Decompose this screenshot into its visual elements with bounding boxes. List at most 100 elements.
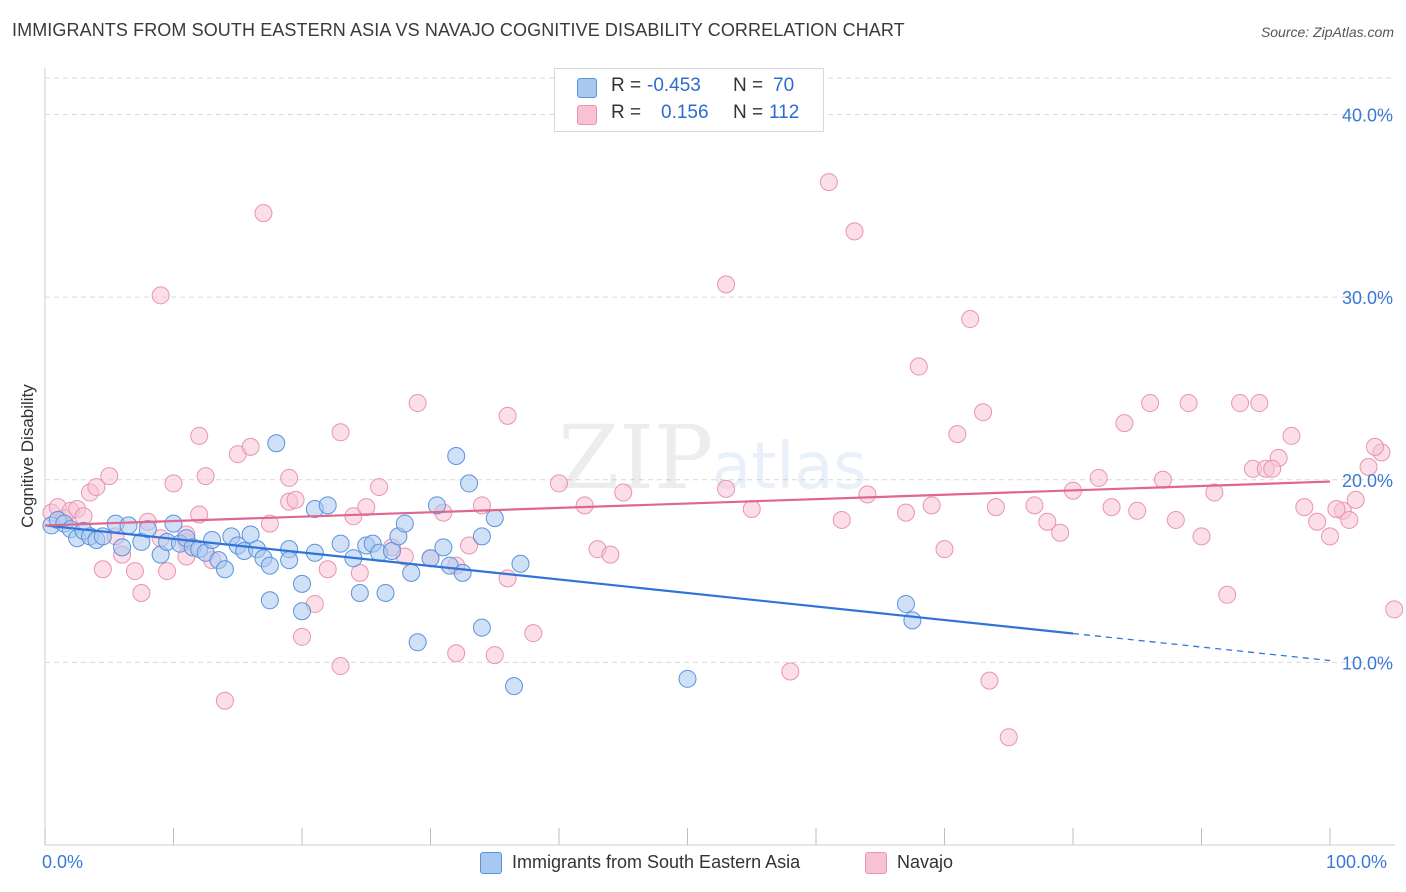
navajo-point xyxy=(717,479,736,498)
navajo-point xyxy=(151,286,170,305)
navajo-point xyxy=(948,425,967,444)
navajo-point xyxy=(742,499,761,518)
bottom-legend-label-sea: Immigrants from South Eastern Asia xyxy=(512,852,801,872)
navajo-point xyxy=(1231,394,1250,413)
navajo-point xyxy=(1359,457,1378,476)
y-tick-label: 40.0% xyxy=(1342,106,1393,126)
sea-point xyxy=(505,677,524,696)
watermark: ZIP atlas xyxy=(558,406,867,509)
navajo-point xyxy=(93,560,112,579)
navajo-point xyxy=(1192,527,1211,546)
navajo-point xyxy=(447,644,466,663)
navajo-point xyxy=(1051,523,1070,542)
sea-point xyxy=(350,583,369,602)
x-tick-max: 100.0% xyxy=(1326,852,1388,872)
sea-point xyxy=(164,514,183,533)
sea-point xyxy=(119,516,138,535)
watermark-atlas: atlas xyxy=(712,430,867,504)
navajo-point xyxy=(158,562,177,581)
navajo-point xyxy=(196,467,215,486)
y-tick-label: 30.0% xyxy=(1342,288,1393,308)
navajo-point xyxy=(999,728,1018,747)
sea-point xyxy=(138,520,157,539)
sea-point xyxy=(678,669,697,688)
sea-point xyxy=(280,551,299,570)
navajo-point xyxy=(260,514,279,533)
sea-point xyxy=(260,591,279,610)
legend-swatch-sea xyxy=(577,78,597,98)
y-tick-label: 10.0% xyxy=(1342,653,1393,673)
navajo-point xyxy=(215,691,234,710)
sea-point xyxy=(402,563,421,582)
navajo-point xyxy=(1250,394,1269,413)
legend-n-label: N = xyxy=(733,102,764,123)
y-tick-label: 20.0% xyxy=(1342,471,1393,491)
sea-point xyxy=(453,563,472,582)
navajo-point xyxy=(1038,512,1057,531)
sea-point xyxy=(215,560,234,579)
chart-title: IMMIGRANTS FROM SOUTH EASTERN ASIA VS NA… xyxy=(12,20,905,40)
navajo-point xyxy=(896,503,915,522)
bottom-legend-swatch-navajo xyxy=(865,852,887,874)
navajo-point xyxy=(550,474,568,493)
sea-point xyxy=(293,602,311,621)
navajo-point xyxy=(1205,483,1224,502)
navajo-point xyxy=(498,406,517,425)
sea-point xyxy=(376,583,395,602)
navajo-point xyxy=(614,483,633,502)
correlation-legend: R = -0.453 N = 70 R = 0.156 N = 112 xyxy=(554,68,824,132)
legend-swatch-navajo xyxy=(577,105,597,125)
sea-point xyxy=(203,531,222,550)
legend-r-value: -0.453 xyxy=(647,75,701,96)
navajo-point xyxy=(832,510,851,529)
legend-r-label: R = xyxy=(611,102,642,123)
navajo-point xyxy=(781,662,800,681)
navajo-point xyxy=(485,646,504,665)
navajo-point xyxy=(280,468,299,487)
navajo-point xyxy=(254,204,273,223)
grid-lines xyxy=(45,77,1395,663)
navajo-point xyxy=(1308,512,1327,531)
source-note: Source: ZipAtlas.com xyxy=(1260,24,1394,40)
navajo-point xyxy=(1025,496,1044,515)
sea-point xyxy=(260,556,279,575)
navajo-point xyxy=(1128,501,1147,520)
y-tick-labels: 10.0% 20.0% 30.0% 40.0% xyxy=(1342,106,1393,674)
sea-point xyxy=(472,527,491,546)
sea-point xyxy=(408,633,427,652)
navajo-point xyxy=(132,583,151,602)
sea-point xyxy=(460,474,479,493)
sea-point xyxy=(434,538,453,557)
navajo-point xyxy=(331,657,350,676)
navajo-point xyxy=(1385,600,1404,619)
navajo-point xyxy=(1166,510,1185,529)
y-axis-label: Cognitive Disability xyxy=(18,384,37,528)
navajo-point xyxy=(1321,527,1339,546)
navajo-point xyxy=(1263,459,1282,478)
navajo-point xyxy=(922,496,941,515)
navajo-point xyxy=(1102,498,1121,517)
navajo-point xyxy=(1340,510,1359,529)
sea-point xyxy=(896,594,915,613)
sea-point xyxy=(903,611,922,630)
legend-r-label: R = xyxy=(611,75,642,96)
navajo-point xyxy=(164,474,183,493)
navajo-point xyxy=(293,627,311,646)
sea-point xyxy=(267,434,286,453)
navajo-point xyxy=(819,173,838,192)
navajo-point xyxy=(190,426,209,445)
x-tick-min: 0.0% xyxy=(42,852,84,872)
watermark-zip: ZIP xyxy=(558,406,713,509)
navajo-point xyxy=(1141,394,1160,413)
navajo-point xyxy=(980,671,999,690)
navajo-point xyxy=(974,403,993,422)
sea-trend-line xyxy=(44,524,1074,635)
navajo-point xyxy=(286,490,305,509)
navajo-point xyxy=(87,478,106,497)
navajo-point xyxy=(845,222,864,241)
navajo-point xyxy=(1327,499,1346,518)
navajo-point xyxy=(370,478,389,497)
sea-point xyxy=(331,534,350,553)
navajo-point xyxy=(935,540,954,559)
